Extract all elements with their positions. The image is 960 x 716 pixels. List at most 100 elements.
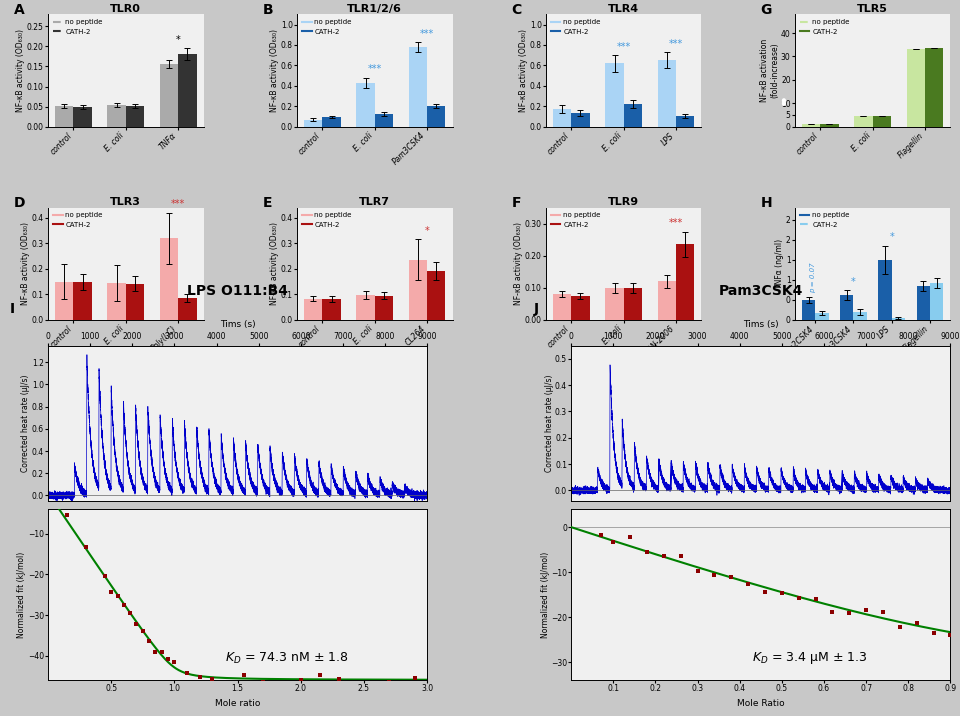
- Point: [141, 635, 156, 647]
- Point: [909, 618, 924, 629]
- Bar: [356, 83, 374, 127]
- Text: p = 0.07: p = 0.07: [810, 263, 816, 294]
- Text: $K_D$ = 74.3 nM ± 1.8: $K_D$ = 74.3 nM ± 1.8: [226, 650, 348, 665]
- Point: [842, 607, 857, 619]
- Title: LPS O111:B4: LPS O111:B4: [187, 284, 288, 298]
- Point: [109, 590, 125, 601]
- Point: [356, 677, 372, 689]
- Legend: no peptide, CATH-2: no peptide, CATH-2: [549, 211, 602, 229]
- Point: [236, 669, 252, 681]
- Point: [167, 656, 182, 667]
- Point: [97, 571, 112, 582]
- Point: [160, 654, 176, 665]
- Y-axis label: NF-κB activity (OD₆₃₀): NF-κB activity (OD₆₃₀): [21, 222, 31, 305]
- Point: [78, 541, 93, 553]
- Bar: [892, 318, 905, 320]
- Point: [825, 606, 840, 618]
- Bar: [304, 299, 323, 320]
- Point: [116, 599, 132, 611]
- Point: [876, 606, 891, 617]
- Point: [606, 536, 621, 548]
- Text: ***: ***: [669, 39, 684, 49]
- Bar: [160, 238, 179, 320]
- Bar: [427, 271, 445, 320]
- Bar: [409, 47, 427, 127]
- Text: A: A: [13, 3, 25, 17]
- Bar: [55, 281, 73, 320]
- Bar: [126, 106, 144, 127]
- Point: [690, 565, 706, 576]
- Text: *: *: [889, 232, 894, 242]
- Bar: [676, 117, 694, 127]
- Bar: [55, 106, 73, 127]
- Text: *: *: [424, 226, 429, 236]
- Bar: [73, 282, 92, 320]
- Text: F: F: [512, 196, 521, 211]
- Y-axis label: NF-κB activity (OD₆₃₀): NF-κB activity (OD₆₃₀): [271, 29, 279, 112]
- Text: ***: ***: [616, 42, 631, 52]
- Point: [192, 672, 207, 683]
- Bar: [906, 49, 925, 127]
- Bar: [323, 299, 341, 320]
- Text: E: E: [263, 196, 273, 211]
- Bar: [853, 312, 867, 320]
- Text: B: B: [263, 3, 274, 17]
- Bar: [606, 63, 624, 127]
- Point: [331, 673, 347, 684]
- Bar: [606, 288, 624, 320]
- Bar: [802, 300, 815, 320]
- Bar: [160, 64, 179, 127]
- Point: [217, 677, 232, 689]
- Text: $K_D$ = 3.4 µM ± 1.3: $K_D$ = 3.4 µM ± 1.3: [753, 650, 868, 666]
- Bar: [930, 283, 944, 320]
- Title: Pam3CSK4: Pam3CSK4: [719, 284, 803, 298]
- Bar: [553, 294, 571, 320]
- X-axis label: Tims (s): Tims (s): [220, 320, 255, 329]
- Bar: [878, 260, 892, 320]
- Text: *: *: [852, 277, 856, 287]
- Legend: no peptide, CATH-2: no peptide, CATH-2: [52, 18, 104, 36]
- Legend: no peptide, CATH-2: no peptide, CATH-2: [300, 18, 353, 36]
- Bar: [126, 284, 144, 320]
- Title: TLR0: TLR0: [110, 4, 141, 14]
- Point: [774, 587, 789, 599]
- Bar: [356, 295, 374, 320]
- Point: [135, 625, 151, 637]
- Point: [129, 618, 144, 629]
- Y-axis label: Corrected heat rate (µJ/s): Corrected heat rate (µJ/s): [21, 374, 31, 472]
- Y-axis label: NF-κB activity (OD₆₃₀): NF-κB activity (OD₆₃₀): [271, 222, 279, 305]
- Legend: no peptide, CATH-2: no peptide, CATH-2: [799, 211, 851, 229]
- Legend: no peptide, CATH-2: no peptide, CATH-2: [300, 211, 353, 229]
- Point: [791, 592, 806, 604]
- Bar: [323, 117, 341, 127]
- Point: [858, 604, 874, 616]
- Bar: [925, 48, 944, 127]
- Bar: [179, 298, 197, 320]
- Text: I: I: [11, 302, 15, 316]
- Bar: [427, 106, 445, 127]
- Legend: no peptide, CATH-2: no peptide, CATH-2: [799, 18, 851, 36]
- Point: [255, 677, 271, 688]
- Point: [808, 594, 824, 605]
- Point: [275, 677, 290, 689]
- Point: [593, 529, 609, 541]
- Point: [943, 629, 958, 641]
- Title: TLR1/2/6: TLR1/2/6: [348, 4, 402, 14]
- Y-axis label: TNFα (ng/ml): TNFα (ng/ml): [776, 238, 784, 289]
- Text: ***: ***: [368, 64, 382, 74]
- Y-axis label: Corrected heat rate (µJ/s): Corrected heat rate (µJ/s): [544, 374, 554, 472]
- Bar: [815, 313, 828, 320]
- Title: TLR7: TLR7: [359, 197, 390, 207]
- Point: [407, 672, 422, 683]
- Text: J: J: [534, 302, 539, 316]
- Bar: [624, 105, 642, 127]
- Point: [60, 509, 75, 521]
- X-axis label: Mole ratio: Mole ratio: [215, 699, 260, 708]
- Y-axis label: NF-κB activation
(fold-increase): NF-κB activation (fold-increase): [760, 39, 780, 102]
- Point: [123, 607, 138, 619]
- X-axis label: Mole Ratio: Mole Ratio: [737, 699, 784, 708]
- Bar: [374, 115, 393, 127]
- Legend: no peptide, CATH-2: no peptide, CATH-2: [549, 18, 602, 36]
- Title: TLR3: TLR3: [110, 197, 141, 207]
- Y-axis label: Normalized fit (kJ/mol): Normalized fit (kJ/mol): [17, 551, 26, 638]
